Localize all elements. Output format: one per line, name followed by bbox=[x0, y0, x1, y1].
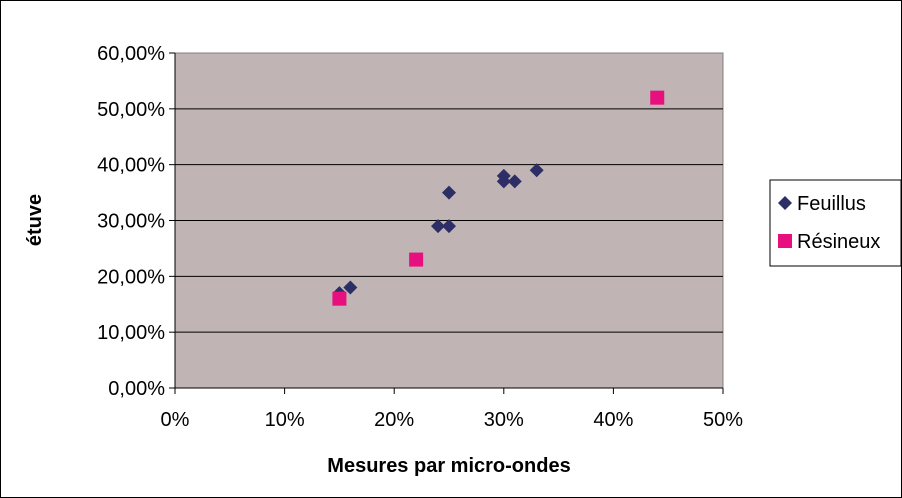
y-axis-ticks: 0,00% 10,00% 20,00% 30,00% 40,00% 50,00% 60,00… bbox=[97, 43, 175, 400]
feuillus-point bbox=[496, 168, 511, 183]
legend: Feuillus Résineux bbox=[769, 179, 901, 267]
x-tick-label: 0% bbox=[161, 409, 190, 431]
y-tick-label: 60,00% bbox=[97, 43, 165, 65]
legend-label-feuillus: Feuillus bbox=[797, 193, 866, 215]
resineux-point bbox=[409, 252, 424, 267]
feuillus-point bbox=[431, 219, 446, 234]
legend-label-resineux: Résineux bbox=[797, 231, 880, 253]
x-axis-ticks: 0% 10% 20% 30% 40% 50% bbox=[161, 388, 743, 431]
y-tick-label: 20,00% bbox=[97, 266, 165, 288]
resineux-point bbox=[650, 90, 665, 105]
y-tick-label: 40,00% bbox=[97, 155, 165, 177]
grid-lines bbox=[175, 108, 723, 333]
y-tick-label: 0,00% bbox=[108, 378, 165, 400]
x-tick-label: 30% bbox=[484, 409, 524, 431]
data-points bbox=[332, 90, 665, 306]
legend-marker-resineux bbox=[778, 234, 792, 248]
x-tick-label: 10% bbox=[265, 409, 305, 431]
feuillus-point bbox=[343, 280, 358, 295]
x-axis-title: Mesures par micro-ondes bbox=[327, 455, 570, 477]
legend-marker-feuillus bbox=[778, 196, 792, 210]
legend-box bbox=[769, 179, 901, 267]
x-tick-label: 20% bbox=[374, 409, 414, 431]
x-tick-label: 40% bbox=[593, 409, 633, 431]
series-resineux bbox=[332, 90, 665, 306]
y-tick-label: 30,00% bbox=[97, 211, 165, 233]
feuillus-point bbox=[442, 185, 456, 200]
y-tick-label: 50,00% bbox=[97, 99, 165, 121]
y-axis-title: étuve bbox=[24, 194, 46, 246]
feuillus-point bbox=[442, 219, 456, 234]
y-tick-label: 10,00% bbox=[97, 322, 165, 344]
feuillus-point bbox=[529, 163, 544, 178]
x-tick-label: 50% bbox=[703, 409, 743, 431]
feuillus-point bbox=[507, 174, 522, 189]
resineux-point bbox=[332, 291, 347, 306]
